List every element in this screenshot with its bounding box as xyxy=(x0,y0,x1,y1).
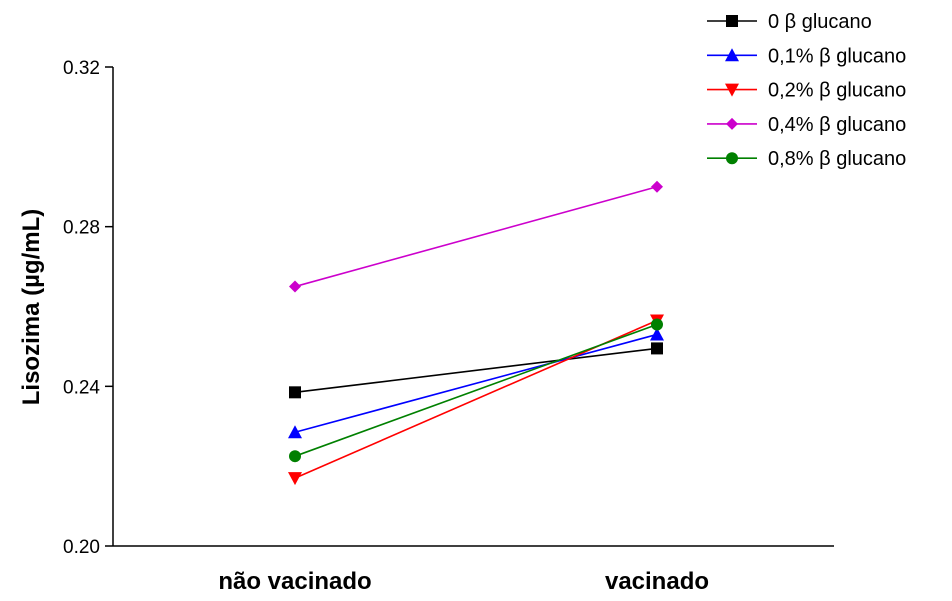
data-point xyxy=(651,180,663,193)
data-point xyxy=(289,386,301,399)
y-axis-title: Lisozima (µg/mL) xyxy=(18,209,45,406)
series-line xyxy=(294,347,658,394)
data-point xyxy=(289,280,301,293)
legend-item: 0 β glucano xyxy=(707,11,872,33)
legend-label: 0,1% β glucano xyxy=(768,45,906,67)
legend-marker xyxy=(726,15,738,27)
series-group xyxy=(288,180,664,486)
legend-label: 0,4% β glucano xyxy=(768,114,906,136)
data-point xyxy=(651,342,663,355)
series-2 xyxy=(288,314,664,486)
legend-label: 0,8% β glucano xyxy=(768,148,906,170)
y-tick-label: 0.24 xyxy=(63,377,100,398)
data-point xyxy=(289,450,301,463)
legend-label: 0 β glucano xyxy=(768,11,872,33)
legend-item: 0,1% β glucano xyxy=(707,45,906,67)
legend-marker xyxy=(725,83,739,97)
x-category-label: vacinado xyxy=(605,568,709,595)
series-0 xyxy=(289,342,663,399)
y-tick-label: 0.28 xyxy=(63,218,100,239)
series-line xyxy=(294,323,658,457)
series-3 xyxy=(289,180,663,293)
legend-item: 0,4% β glucano xyxy=(707,114,906,136)
series-1 xyxy=(288,327,664,439)
legend-label: 0,2% β glucano xyxy=(768,80,906,102)
legend-marker xyxy=(726,152,738,165)
y-tick-label: 0.20 xyxy=(63,537,100,558)
series-4 xyxy=(289,318,663,463)
legend-item: 0,8% β glucano xyxy=(707,148,906,170)
data-point xyxy=(650,327,664,341)
legend-marker xyxy=(726,117,738,130)
legend-marker xyxy=(725,48,739,62)
data-point xyxy=(288,472,302,486)
series-line xyxy=(294,185,658,288)
data-point xyxy=(651,318,663,331)
data-point xyxy=(288,425,302,439)
y-ticks: 0.20 0.24 0.28 0.32 xyxy=(63,58,113,558)
legend-item: 0,2% β glucano xyxy=(707,80,906,102)
axes: 0.20 0.24 0.28 0.32 não vacinado vacinado xyxy=(63,58,834,595)
legend: 0 β glucano 0,1% β glucano 0,2% β glucano 0… xyxy=(707,11,906,170)
y-tick-label: 0.32 xyxy=(63,58,100,79)
x-category-label: não vacinado xyxy=(218,568,371,595)
x-category-labels: não vacinado vacinado xyxy=(218,568,709,595)
series-line xyxy=(294,333,658,434)
